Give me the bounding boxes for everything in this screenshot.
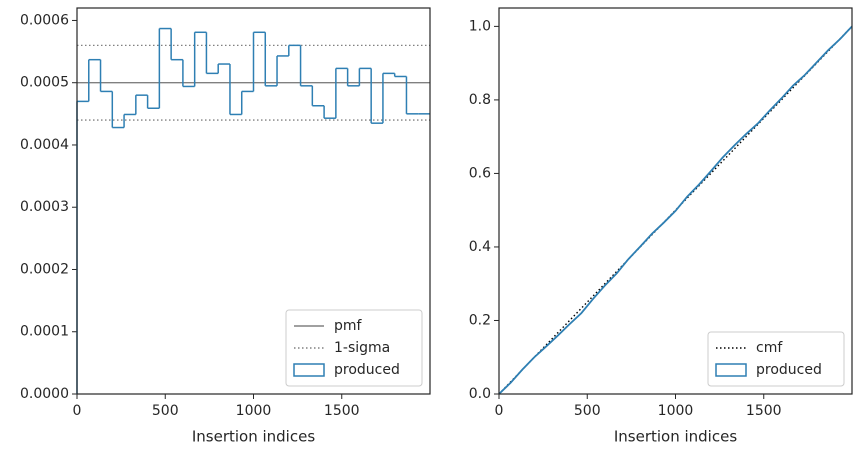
legend-label: produced (334, 362, 400, 378)
y-tick-label: 0.8 (469, 92, 491, 108)
axes-frame (76, 7, 431, 395)
y-tick-label: 0.0006 (20, 12, 69, 28)
y-tick-label: 0.0004 (20, 137, 69, 153)
y-tick-label: 0.0001 (20, 324, 69, 340)
y-tick-label: 0.0005 (20, 75, 69, 91)
x-tick-label: 1500 (746, 403, 782, 419)
x-tick-label: 1000 (236, 403, 272, 419)
x-tick-label: 1000 (658, 403, 694, 419)
y-tick-label: 0.0003 (20, 199, 69, 215)
x-axis-label: Insertion indices (614, 428, 737, 446)
series-line (498, 25, 853, 395)
legend-label: produced (756, 362, 822, 378)
y-tick-label: 0.0000 (20, 386, 69, 402)
x-tick-label: 0 (495, 403, 504, 419)
y-tick-label: 0.0002 (20, 261, 69, 277)
legend: cmf produced (707, 331, 845, 387)
x-tick-label: 1500 (324, 403, 360, 419)
y-tick-label: 0.6 (469, 165, 491, 181)
legend-label: 1-sigma (334, 340, 390, 356)
legend-swatch (715, 363, 747, 377)
series-line (498, 25, 853, 395)
legend-swatch (293, 363, 325, 377)
legend-box (285, 309, 423, 387)
x-tick-label: 500 (574, 403, 601, 419)
legend-box (707, 331, 845, 387)
y-tick-label: 0.2 (469, 312, 491, 328)
legend-label: pmf (334, 318, 363, 334)
y-tick-label: 0.4 (469, 239, 491, 255)
legend: pmf 1-sigma produced (285, 309, 423, 387)
y-tick-label: 0.0 (469, 386, 491, 402)
y-tick-label: 1.0 (469, 18, 491, 34)
x-tick-label: 500 (152, 403, 179, 419)
x-axis-label: Insertion indices (192, 428, 315, 446)
x-tick-label: 0 (73, 403, 82, 419)
legend-label: cmf (756, 340, 783, 356)
axes-frame (498, 7, 853, 395)
